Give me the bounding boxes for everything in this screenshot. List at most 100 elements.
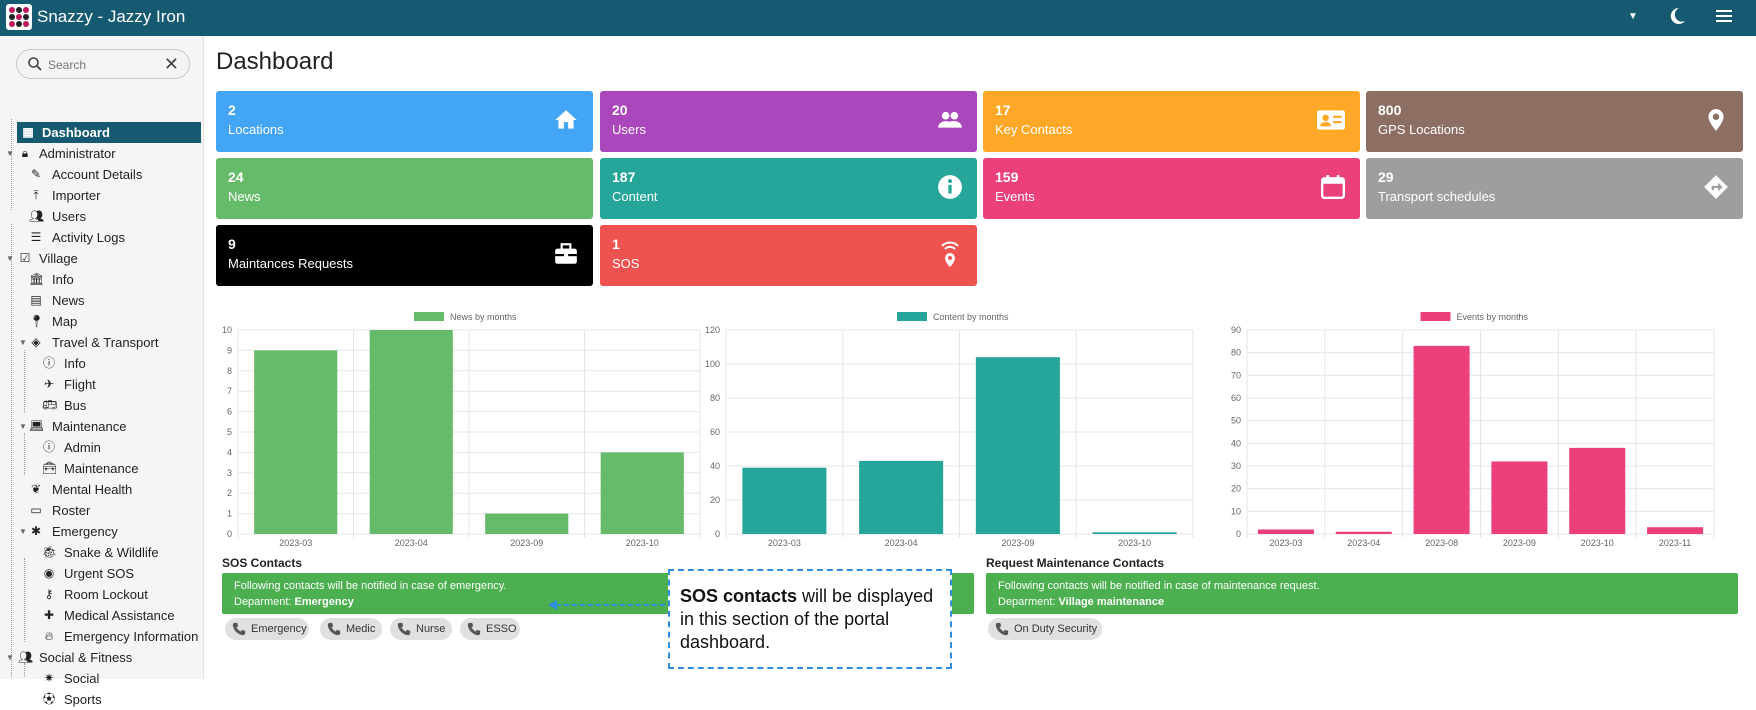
dropdown-arrow-icon[interactable]: ▼	[1628, 11, 1638, 22]
bar[interactable]	[1647, 527, 1704, 534]
sidebar-item-travel-transport[interactable]: ◈ Travel & Transport	[29, 332, 199, 353]
bar[interactable]	[1491, 461, 1548, 534]
sidebar-item-snake-wildlife[interactable]: 🐞︎ Snake & Wildlife	[42, 542, 200, 563]
sidebar-item-activity-logs[interactable]: ☰ Activity Logs	[29, 227, 199, 248]
list-icon: ☰	[30, 230, 42, 244]
x-tick-label: 2023-04	[395, 538, 428, 548]
legend-label[interactable]: Content by months	[933, 312, 1009, 322]
banner-department: Deparment: Emergency	[234, 596, 354, 608]
stat-card-content[interactable]: 187 Content	[600, 158, 977, 219]
contact-chip-on-duty-security[interactable]: On Duty Security	[988, 618, 1102, 640]
top-bar: Snazzy - Jazzy Iron ▼	[0, 0, 1756, 36]
sidebar-item-village-info[interactable]: 🏛︎ Info	[29, 269, 199, 290]
contact-chip-esso[interactable]: ESSO	[460, 618, 520, 640]
y-tick-label: 0	[1236, 529, 1241, 539]
stat-card-locations[interactable]: 2 Locations	[216, 91, 593, 152]
sidebar-item-account-details[interactable]: ✎ Account Details	[29, 164, 199, 185]
sidebar-item-dashboard[interactable]: ▦ Dashboard	[17, 122, 201, 143]
dark-mode-icon[interactable]	[1667, 6, 1687, 31]
x-tick-label: 2023-09	[510, 538, 543, 548]
callout-arrow	[548, 600, 668, 610]
bar[interactable]	[369, 330, 453, 534]
stat-card-news[interactable]: 24 News	[216, 158, 593, 219]
bar[interactable]	[859, 460, 944, 534]
sidebar-item-village[interactable]: ☑ Village	[18, 248, 198, 269]
stat-card-sos[interactable]: 1 SOS	[600, 225, 977, 286]
y-tick-label: 100	[705, 359, 720, 369]
contact-chip-medic[interactable]: Medic	[320, 618, 382, 640]
search-field[interactable]: Search ✕	[16, 49, 190, 79]
stat-value: 9	[228, 236, 236, 252]
banner-text: Following contacts will be notified in c…	[998, 580, 1320, 592]
x-tick-label: 2023-10	[1581, 538, 1614, 548]
sidebar-item-news[interactable]: ▤ News	[29, 290, 199, 311]
sidebar-item-travel-info[interactable]: ⓘ Info	[42, 353, 200, 374]
sidebar-item-room-lockout[interactable]: ⚷ Room Lockout	[42, 584, 200, 605]
sidebar-item-maintenance[interactable]: 🧰︎ Maintenance	[42, 458, 200, 479]
sidebar-item-map[interactable]: 📍︎ Map	[29, 311, 199, 332]
sidebar-item-sports[interactable]: ⚽︎ Sports	[42, 689, 200, 710]
stat-card-maintenance-requests[interactable]: 9 Maintances Requests	[216, 225, 593, 286]
stat-card-key-contacts[interactable]: 17 Key Contacts	[983, 91, 1360, 152]
hamburger-menu-icon[interactable]	[1714, 6, 1734, 31]
sidebar-item-roster[interactable]: ▭ Roster	[29, 500, 199, 521]
banner-text: Following contacts will be notified in c…	[234, 580, 507, 592]
network-icon: ✷	[43, 671, 55, 685]
sidebar-item-users[interactable]: 👥︎ Users	[29, 206, 199, 227]
home-icon	[555, 110, 577, 129]
sidebar-item-importer[interactable]: ⤒ Importer	[29, 185, 199, 206]
phone-icon	[232, 622, 246, 636]
y-tick-label: 3	[227, 468, 232, 478]
contact-chip-nurse[interactable]: Nurse	[390, 618, 452, 640]
bar[interactable]	[1257, 529, 1314, 534]
bar[interactable]	[1413, 345, 1470, 534]
sidebar-item-flight[interactable]: ✈ Flight	[42, 374, 200, 395]
calendar-icon: ▭	[30, 503, 42, 517]
bar[interactable]	[254, 350, 338, 534]
sidebar-item-emergency[interactable]: ✱ Emergency	[29, 521, 199, 542]
legend-swatch[interactable]	[897, 312, 927, 321]
y-tick-label: 9	[227, 345, 232, 355]
sidebar-item-medical-assistance[interactable]: ✚ Medical Assistance	[42, 605, 200, 626]
app-logo[interactable]	[6, 4, 32, 30]
y-tick-label: 6	[227, 407, 232, 417]
stat-value: 17	[995, 102, 1011, 118]
sidebar-item-administrator[interactable]: 🔒︎ Administrator	[18, 143, 198, 164]
stat-card-transport-schedules[interactable]: 29 Transport schedules	[1366, 158, 1743, 219]
legend-swatch[interactable]	[1420, 312, 1451, 321]
stat-value: 187	[612, 169, 636, 185]
y-tick-label: 30	[1231, 461, 1241, 471]
sidebar-item-social-fitness[interactable]: 👥︎ Social & Fitness	[18, 647, 198, 668]
sidebar-item-maintenance-group[interactable]: 💻︎ Maintenance	[29, 416, 199, 437]
stat-card-gps-locations[interactable]: 800 GPS Locations	[1366, 91, 1743, 152]
clear-search-icon[interactable]: ✕	[163, 54, 179, 74]
stat-card-users[interactable]: 20 Users	[600, 91, 977, 152]
stat-value: 1	[612, 236, 620, 252]
sidebar-item-bus[interactable]: 🚌︎ Bus	[42, 395, 200, 416]
toolbox-icon: 🧰︎	[42, 461, 58, 475]
bar[interactable]	[1092, 532, 1177, 534]
x-tick-label: 2023-03	[768, 538, 801, 548]
search-input[interactable]: Search	[48, 58, 87, 72]
bar[interactable]	[975, 357, 1060, 534]
lotus-icon: ❦	[30, 482, 42, 496]
sidebar-item-urgent-sos[interactable]: ◉ Urgent SOS	[42, 563, 200, 584]
stat-label: Key Contacts	[995, 122, 1073, 137]
dashboard-icon: ▦	[22, 125, 34, 139]
contact-chip-emergency[interactable]: Emergency	[225, 618, 309, 640]
bar[interactable]	[600, 452, 684, 534]
bar[interactable]	[1569, 447, 1626, 534]
y-tick-label: 20	[710, 495, 720, 505]
sidebar-item-mental-health[interactable]: ❦ Mental Health	[29, 479, 199, 500]
bar[interactable]	[485, 513, 569, 534]
banner-department: Deparment: Village maintenance	[998, 596, 1165, 608]
bar[interactable]	[742, 467, 827, 534]
legend-label[interactable]: News by months	[450, 312, 517, 322]
stat-label: Maintances Requests	[228, 256, 354, 271]
legend-swatch[interactable]	[414, 312, 444, 321]
stat-card-events[interactable]: 159 Events	[983, 158, 1360, 219]
sidebar-item-emergency-information[interactable]: 🔥︎ Emergency Information	[42, 626, 200, 647]
legend-label[interactable]: Events by months	[1457, 312, 1529, 322]
sidebar-item-maintenance-admin[interactable]: ⓘ Admin	[42, 437, 200, 458]
bar[interactable]	[1335, 531, 1392, 534]
